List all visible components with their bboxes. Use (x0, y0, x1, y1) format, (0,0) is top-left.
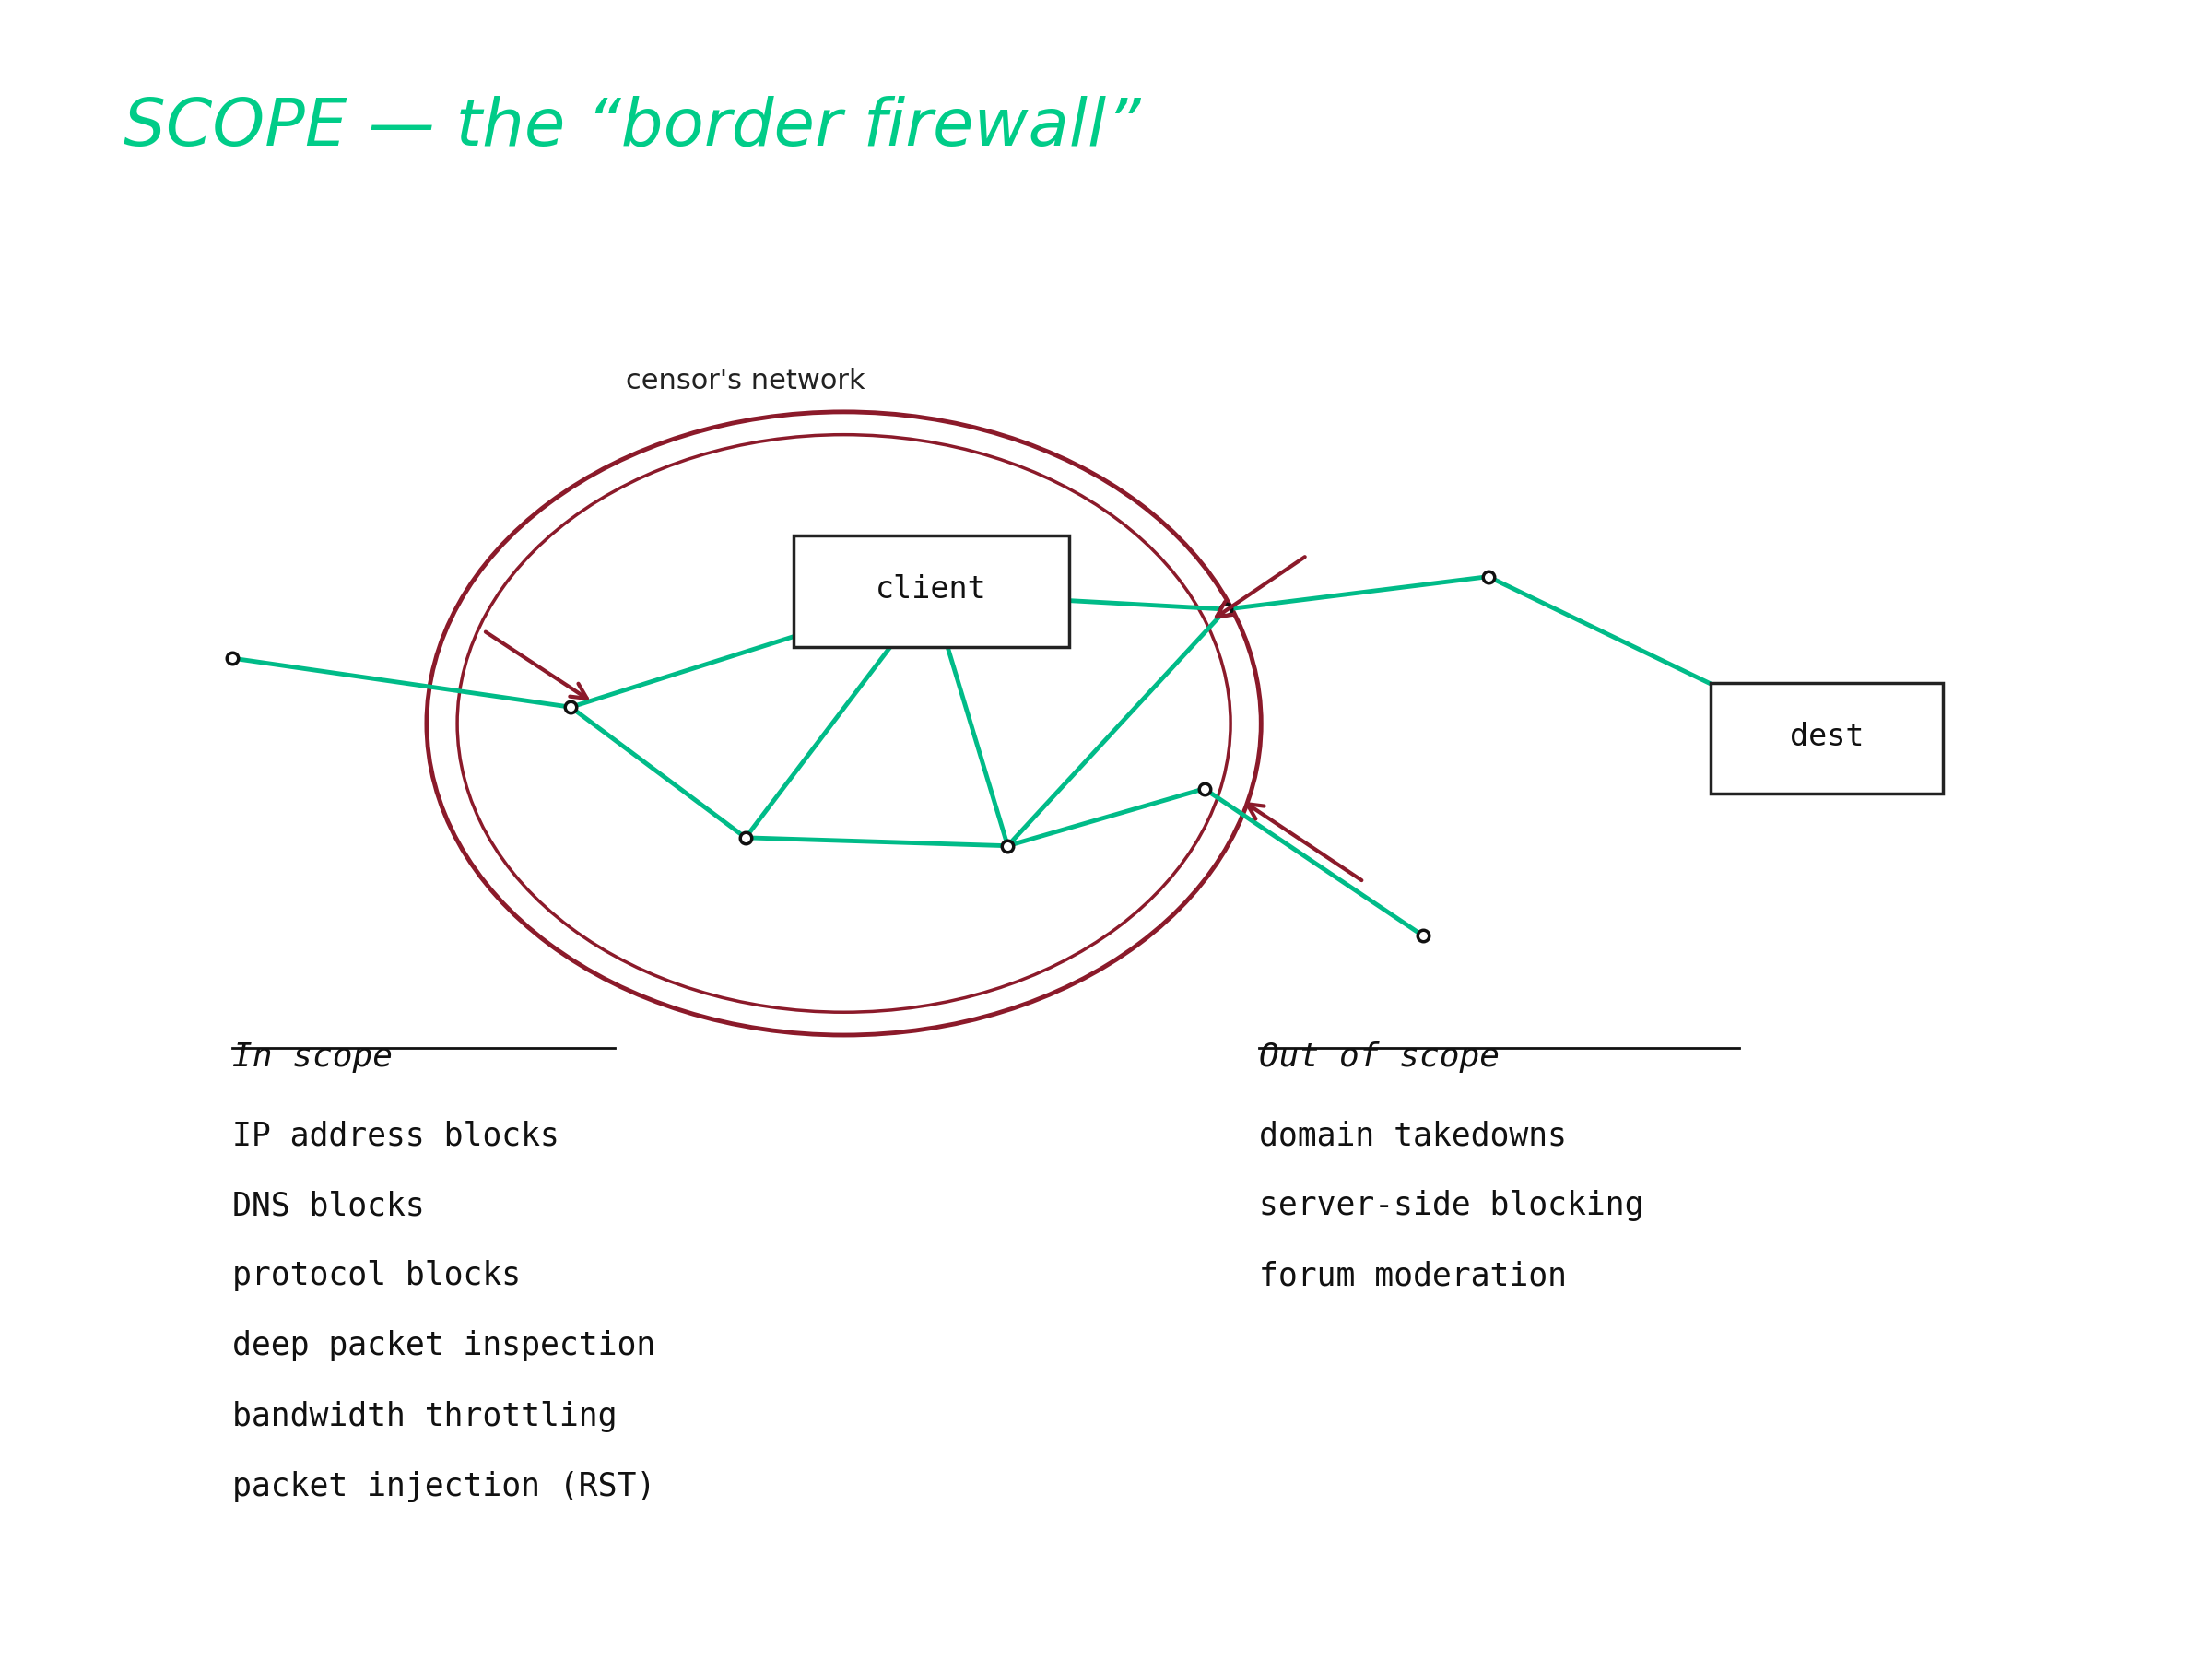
FancyBboxPatch shape (1712, 682, 1942, 793)
Text: censor's network: censor's network (626, 368, 865, 395)
Text: IP address blocks: IP address blocks (232, 1120, 560, 1151)
Text: dest: dest (1790, 722, 1865, 752)
Text: bandwidth throttling: bandwidth throttling (232, 1400, 617, 1432)
Text: In scope: In scope (232, 1042, 394, 1073)
Text: protocol blocks: protocol blocks (232, 1261, 520, 1291)
Text: server-side blocking: server-side blocking (1259, 1190, 1644, 1221)
Text: client: client (876, 574, 987, 606)
Text: SCOPE — the “border firewall”: SCOPE — the “border firewall” (124, 95, 1139, 159)
Text: Out of scope: Out of scope (1259, 1042, 1500, 1073)
Text: domain takedowns: domain takedowns (1259, 1120, 1566, 1151)
Text: DNS blocks: DNS blocks (232, 1190, 425, 1221)
Text: packet injection (RST): packet injection (RST) (232, 1470, 655, 1501)
Text: forum moderation: forum moderation (1259, 1261, 1566, 1291)
Text: deep packet inspection: deep packet inspection (232, 1331, 655, 1362)
FancyBboxPatch shape (794, 536, 1068, 647)
